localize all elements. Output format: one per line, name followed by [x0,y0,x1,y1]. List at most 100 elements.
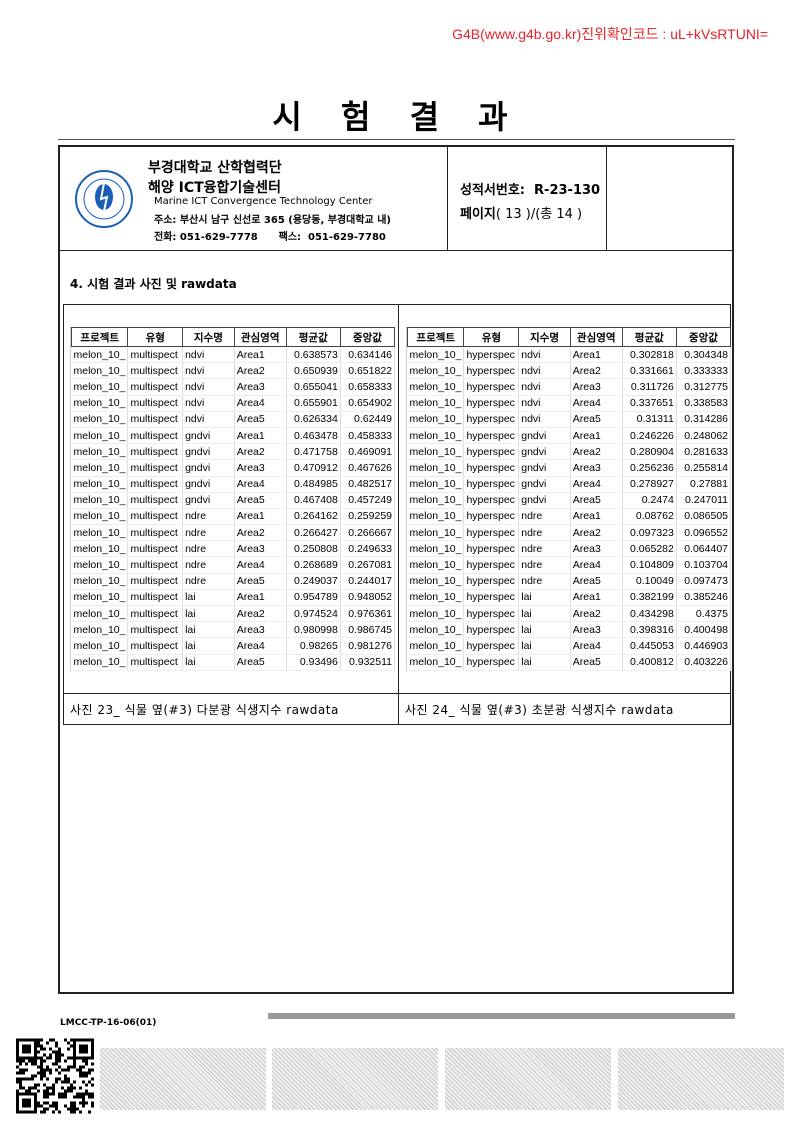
table-cell: melon_10_ [72,395,128,411]
report-frame: 부경대학교 산학협력단 해양 ICT융합기술센터 Marine ICT Conv… [58,145,734,994]
table-cell: multispect [128,508,183,524]
table-cell: Area4 [570,476,622,492]
table-cell: 0.482517 [340,476,394,492]
table-cell: 0.255814 [676,460,730,476]
table-cell: melon_10_ [72,557,128,573]
table-cell: 0.266427 [286,525,340,541]
table-cell: 0.250808 [286,541,340,557]
table-cell: hyperspec [464,460,519,476]
table-cell: 0.08762 [622,508,676,524]
table-cell: Area1 [234,347,286,363]
table-cell: melon_10_ [408,476,464,492]
table-cell: Area5 [234,492,286,508]
table-row: melon_10_multispectndreArea40.2686890.26… [72,557,395,573]
table-cell: Area3 [570,622,622,638]
table-cell: lai [519,606,571,622]
table-cell: 0.10049 [622,573,676,589]
table-cell: multispect [128,638,183,654]
table-cell: 0.458333 [340,427,394,443]
table-row: melon_10_hyperspeclaiArea20.4342980.4375 [408,606,731,622]
table-cell: 0.382199 [622,589,676,605]
table-row: melon_10_hyperspecgndviArea50.24740.2470… [408,492,731,508]
left-caption: 사진 23_ 식물 옆(#3) 다분광 식생지수 rawdata [70,701,339,718]
table-cell: 0.064407 [676,541,730,557]
table-cell: melon_10_ [408,492,464,508]
table-cell: 0.980998 [286,622,340,638]
results-table: 프로젝트유형지수명관심영역평균값중앙값melon_10_multispectnd… [63,304,731,725]
table-cell: Area1 [234,508,286,524]
table-cell: ndre [183,508,235,524]
table-cell: Area1 [570,347,622,363]
table-cell: Area2 [570,363,622,379]
table-cell: Area4 [234,557,286,573]
column-header: 관심영역 [570,328,622,347]
table-cell: melon_10_ [408,395,464,411]
table-cell: lai [183,638,235,654]
table-cell: 0.097323 [622,525,676,541]
table-cell: 0.469091 [340,444,394,460]
table-row: melon_10_multispectndviArea50.6263340.62… [72,411,395,427]
table-cell: 0.467626 [340,460,394,476]
table-cell: 0.62449 [340,411,394,427]
column-header: 유형 [128,328,183,347]
table-cell: 0.2474 [622,492,676,508]
table-row: melon_10_multispectndviArea20.6509390.65… [72,363,395,379]
table-row: melon_10_hyperspecndreArea10.087620.0865… [408,508,731,524]
column-header: 지수명 [519,328,571,347]
table-cell: 0.302818 [622,347,676,363]
table-cell: melon_10_ [408,460,464,476]
table-cell: gndvi [183,492,235,508]
table-cell: hyperspec [464,525,519,541]
table-row: melon_10_multispectlaiArea40.982650.9812… [72,638,395,654]
table-cell: melon_10_ [408,589,464,605]
section-title: 4. 시험 결과 사진 및 rawdata [70,275,237,292]
table-cell: lai [183,606,235,622]
table-cell: hyperspec [464,492,519,508]
table-cell: melon_10_ [72,476,128,492]
page-title: 시 험 결 과 [0,92,794,138]
table-cell: 0.249037 [286,573,340,589]
table-cell: multispect [128,557,183,573]
table-row: melon_10_hyperspecndviArea20.3316610.333… [408,363,731,379]
table-cell: melon_10_ [72,573,128,589]
table-cell: melon_10_ [72,411,128,427]
table-cell: ndre [519,573,571,589]
right-caption: 사진 24_ 식물 옆(#3) 초분광 식생지수 rawdata [405,701,674,718]
table-cell: melon_10_ [408,622,464,638]
table-cell: gndvi [519,460,571,476]
table-cell: 0.278927 [622,476,676,492]
table-cell: 0.259259 [340,508,394,524]
table-cell: ndre [519,508,571,524]
table-cell: 0.434298 [622,606,676,622]
table-cell: 0.471758 [286,444,340,460]
table-cell: melon_10_ [408,654,464,670]
table-cell: lai [519,589,571,605]
table-cell: Area4 [234,395,286,411]
table-cell: ndvi [519,363,571,379]
table-cell: ndre [183,573,235,589]
table-cell: melon_10_ [72,589,128,605]
table-cell: 0.398316 [622,622,676,638]
table-cell: Area4 [570,638,622,654]
table-row: melon_10_hyperspecgndviArea10.2462260.24… [408,427,731,443]
table-cell: 0.470912 [286,460,340,476]
table-cell: gndvi [519,444,571,460]
left-rawdata-sheet: 프로젝트유형지수명관심영역평균값중앙값melon_10_multispectnd… [70,327,395,671]
table-cell: Area4 [234,638,286,654]
page-label: 페이지 [460,207,496,222]
table-cell: 0.096552 [676,525,730,541]
table-cell: melon_10_ [72,638,128,654]
table-row: melon_10_hyperspecgndviArea30.2562360.25… [408,460,731,476]
table-cell: ndre [183,557,235,573]
verification-code: G4B(www.g4b.go.kr)진위확인코드 : uL+kVsRTUNI= [452,24,768,44]
table-cell: Area5 [234,411,286,427]
table-cell: 0.097473 [676,573,730,589]
table-cell: 0.244017 [340,573,394,589]
table-cell: Area3 [570,460,622,476]
table-cell: 0.249633 [340,541,394,557]
footer-bar [268,1013,735,1019]
table-cell: Area5 [570,411,622,427]
table-cell: hyperspec [464,589,519,605]
table-row: melon_10_multispectgndviArea50.4674080.4… [72,492,395,508]
table-cell: 0.484985 [286,476,340,492]
